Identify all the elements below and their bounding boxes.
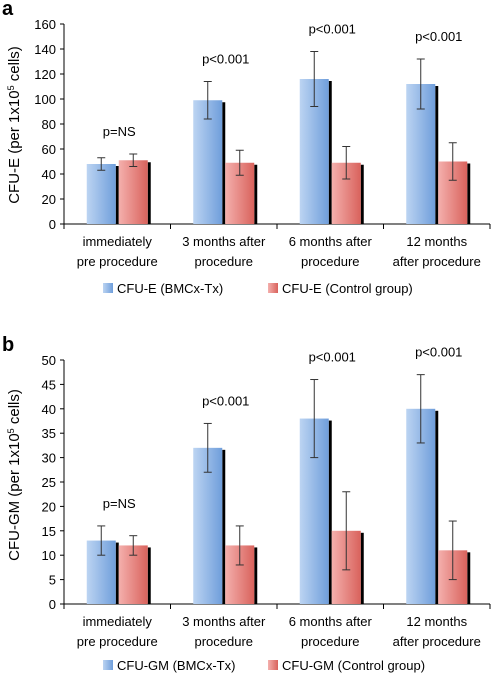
panel-b-bar-shadow [328,420,332,604]
panel-a-bar-shadow [328,81,332,224]
panel-b-legend-swatch [268,660,278,670]
panel-b-y-tick-label: 40 [42,402,56,417]
panel-b-significance-label: p<0.001 [202,393,249,408]
panel-b-legend-swatch [103,660,113,670]
panel-b-category-label: after procedure [393,634,481,649]
panel-b-bar-shadow [222,449,226,604]
panel-b-significance-label: p=NS [103,496,136,511]
panel-a-y-tick-label: 140 [34,42,56,57]
panel-b-bar-shadow [360,532,364,604]
panel-b-bar-shadow [435,410,439,604]
panel-b-category-label: 6 months after [289,614,373,629]
panel-b-category-label: 12 months [406,614,467,629]
panel-b-legend-label: CFU-GM (Control group) [282,658,425,673]
panel-a-y-axis-title-main: CFU-E (per 1x10 [6,90,23,203]
panel-a-significance-label: p<0.001 [415,29,462,44]
panel-a-category-label: 3 months after [182,234,266,249]
panel-b-bar-bmc [193,447,223,604]
panel-b-category-label: 3 months after [182,614,266,629]
panel-a-y-tick-label: 120 [34,67,56,82]
panel-b-y-tick-label: 45 [42,377,56,392]
panel-a-category-label: procedure [194,254,253,269]
panel-b-significance-label: p<0.001 [309,350,356,365]
panel-a-bar-shadow [467,163,471,224]
panel-a-y-axis-title: CFU-E (per 1x105 cells) [6,46,23,204]
panel-a-bar-shadow [254,164,258,224]
panel-b-significance-label: p<0.001 [415,345,462,360]
panel-b-y-tick-label: 10 [42,548,56,563]
panel-b-bar-shadow [467,552,471,604]
panel-a-bar-control [118,160,148,224]
panel-a-y-axis-title-sup: 5 [6,85,16,90]
panel-a-legend-swatch [268,283,278,293]
panel-b-label: b [2,334,14,356]
panel-b-y-tick-label: 0 [49,597,56,612]
panel-a-category-label: 12 months [406,234,467,249]
panel-a-significance-label: p<0.001 [309,22,356,37]
panel-b-y-axis-title-main: CFU-GM (per 1x10 [6,433,23,561]
panel-a-category-label: after procedure [393,254,481,269]
panel-a-category-label: procedure [301,254,360,269]
panel-a-y-tick-label: 80 [42,117,56,132]
panel-a-bar-shadow [115,166,119,224]
panel-a-category-label: 6 months after [289,234,373,249]
panel-a-y-tick-label: 40 [42,167,56,182]
panel-a-bar-bmc [193,100,223,224]
panel-b-category-label: procedure [301,634,360,649]
panel-b-y-tick-label: 35 [42,426,56,441]
panel-a-significance-label: p<0.001 [202,52,249,67]
panel-a-label: a [2,0,14,20]
panel-b-y-tick-label: 15 [42,524,56,539]
panel-b-y-axis-title-sup: 5 [6,428,16,433]
panel-a-y-tick-label: 0 [49,217,56,232]
panel-b-category-label: immediately [83,614,153,629]
panel-a-bar-shadow [360,164,364,224]
panel-a-chart: 0 20 40 60 80 100 120 140 160 p=NS immediately pre … [34,17,491,296]
panel-b-chart: 0 5 10 15 20 25 30 35 40 45 50 p=NS immediately pre p… [42,345,491,673]
panel-b-y-tick-label: 30 [42,451,56,466]
panel-a-y-tick-label: 160 [34,17,56,32]
panel-b-y-axis-title: CFU-GM (per 1x105 cells) [6,389,23,561]
panel-a-bar-shadow [435,86,439,224]
panel-b-y-tick-label: 25 [42,475,56,490]
panel-b-legend-label: CFU-GM (BMCx-Tx) [117,658,235,673]
panel-b-y-tick-label: 5 [49,573,56,588]
panel-a-category-label: immediately [83,234,153,249]
panel-a-y-tick-label: 100 [34,92,56,107]
panel-a-y-tick-label: 60 [42,142,56,157]
panel-a-category-label: pre procedure [77,254,158,269]
panel-b-category-label: pre procedure [77,634,158,649]
panel-a-legend-swatch [103,283,113,293]
panel-b-y-tick-label: 50 [42,353,56,368]
panel-b-bar-shadow [147,547,151,604]
panel-b-bar-shadow [115,542,119,604]
panel-a-y-tick-label: 20 [42,192,56,207]
panel-a-significance-label: p=NS [103,124,136,139]
panel-a-legend-label: CFU-E (BMCx-Tx) [117,281,223,296]
panel-a-bar-bmc [86,164,116,224]
panel-b-category-label: procedure [194,634,253,649]
panel-a-bar-shadow [147,162,151,224]
panel-a-bar-shadow [222,102,226,224]
panel-a-legend-label: CFU-E (Control group) [282,281,413,296]
panel-b-y-axis-title-end: cells) [6,389,23,428]
panel-b-bar-shadow [254,547,258,604]
panel-b-y-tick-label: 20 [42,499,56,514]
panel-a-y-axis-title-end: cells) [6,46,23,85]
